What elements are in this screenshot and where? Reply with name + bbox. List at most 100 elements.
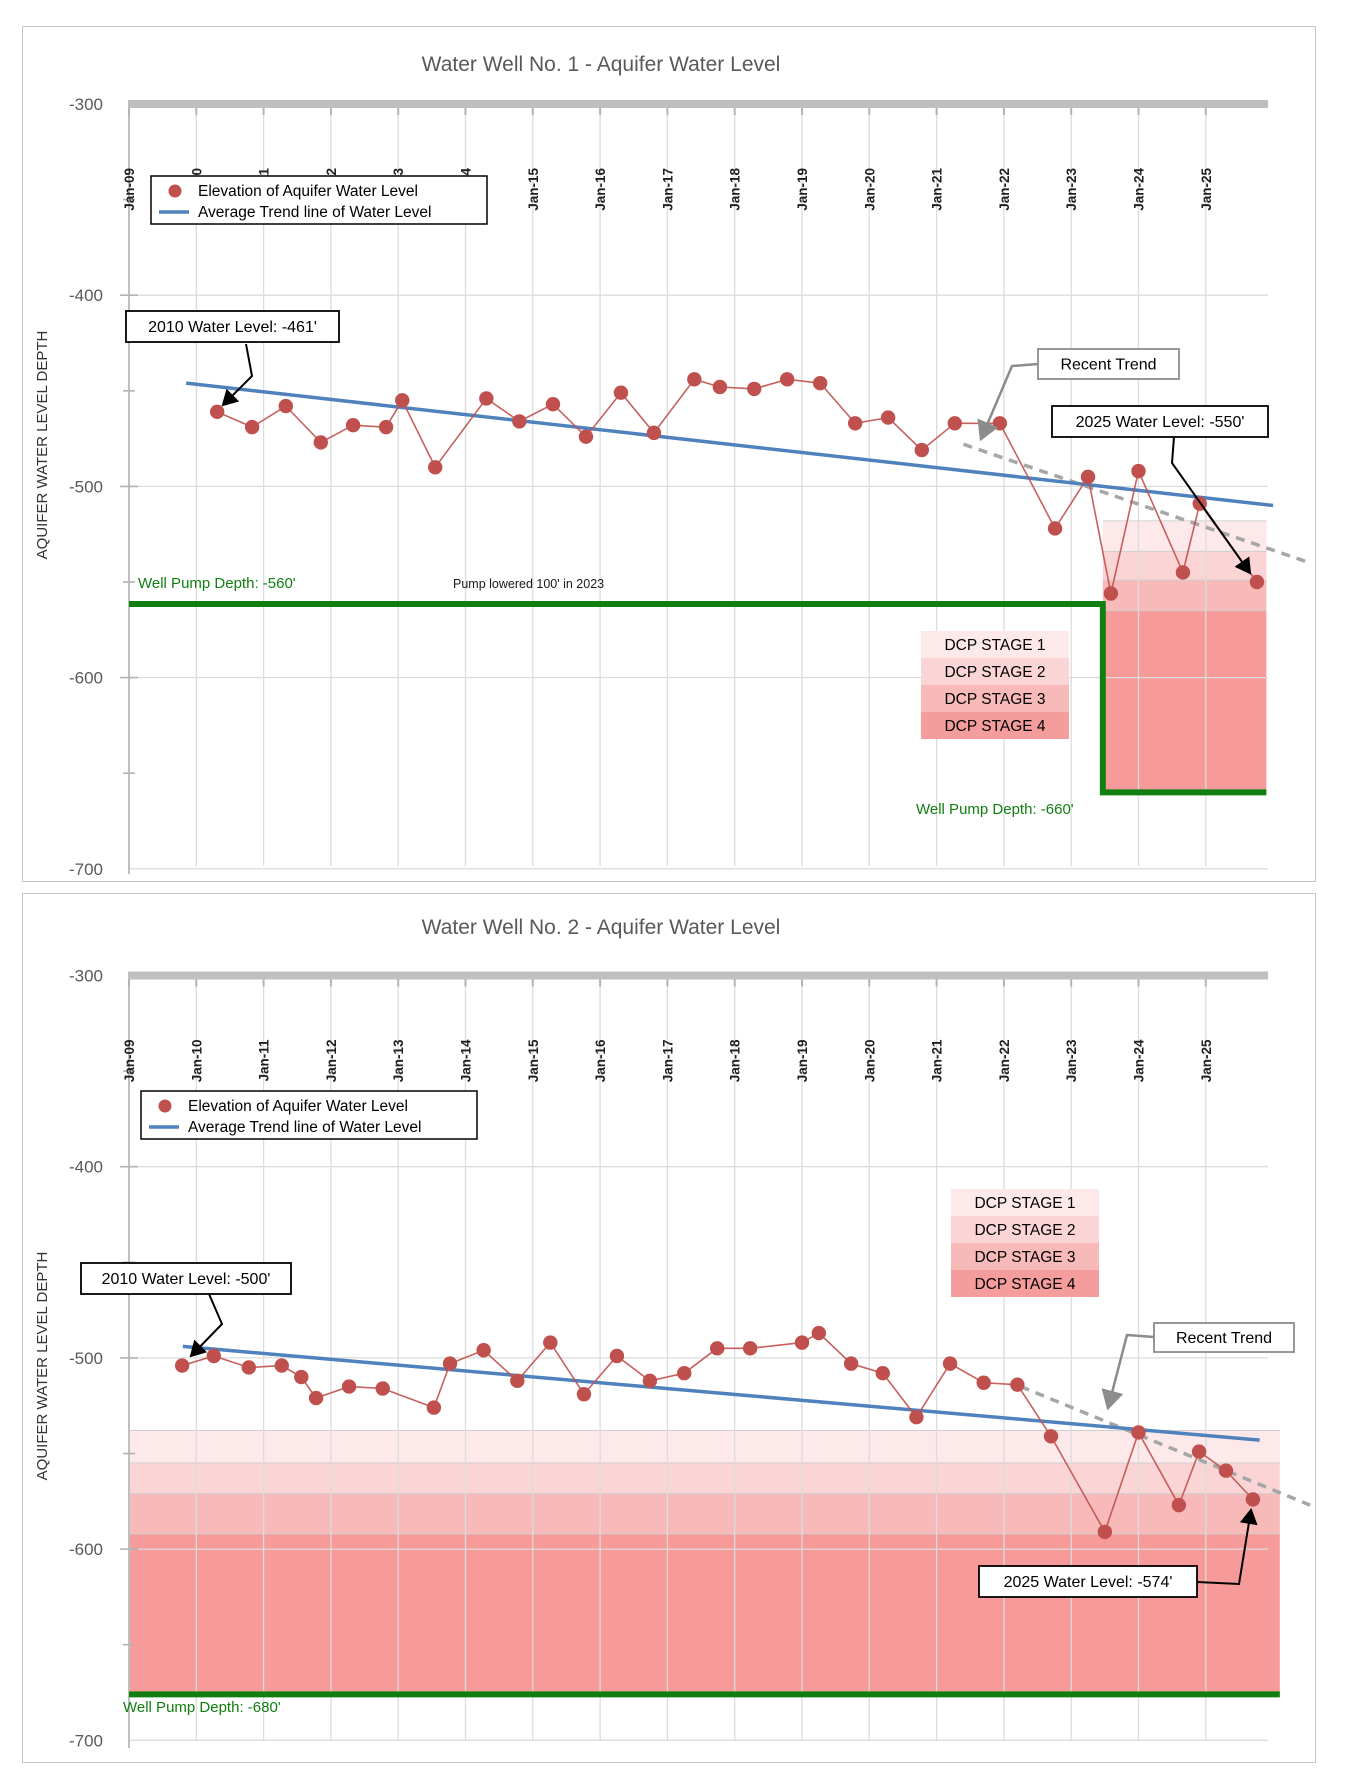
annotation-text: 2025 Water Level: -574' [1004,1574,1173,1591]
data-point [742,1341,758,1356]
dcp-stage-label: DCP STAGE 4 [944,718,1045,735]
x-tick-label: Jan-23 [1064,168,1079,211]
x-tick-label: Jan-22 [997,168,1012,211]
recent-trend-line [962,442,1311,565]
y-tick-label: -400 [69,286,103,305]
annotation-box: 2010 Water Level: -461' [125,310,340,343]
dcp-stage-bands [1102,520,1267,793]
data-point [794,1335,810,1350]
x-tick-label: Jan-17 [660,1040,675,1083]
x-tick-label: Jan-10 [189,1040,204,1083]
data-point [843,1356,859,1371]
y-tick-label: -300 [69,967,103,986]
chart-panel-well-1: -300-400-500-600-700Jan-09Jan-10Jan-11Ja… [22,26,1316,882]
data-point [909,1409,924,1425]
x-tick-label: Jan-15 [526,168,541,211]
x-tick-label: Jan-16 [593,168,608,211]
dcp-stage-label: DCP STAGE 2 [974,1222,1075,1239]
data-point [646,425,662,441]
data-point [947,416,962,431]
x-tick-label: Jan-21 [930,1039,945,1082]
axes [120,971,1268,1748]
x-tick-label: Jan-25 [1199,1039,1214,1082]
data-point [880,410,896,425]
chart-title: Water Well No. 1 - Aquifer Water Level [422,53,781,76]
data-point [613,385,629,400]
dcp-stage-4-band [129,1533,1280,1695]
data-point [479,391,494,406]
water-level-points [174,1325,1261,1540]
annotation-box: 2025 Water Level: -550' [1051,405,1269,438]
x-tick-label: Jan-09 [122,168,137,211]
average-trend-line [186,381,1274,508]
data-point [244,419,260,435]
data-point [1245,1492,1261,1507]
x-tick-label: Jan-20 [862,1040,877,1083]
x-tick-label: Jan-25 [1199,168,1214,211]
x-tick-label: Jan-11 [257,1039,272,1082]
well-pump-depth-line [129,600,1267,796]
data-point [1191,1444,1207,1459]
data-point [812,375,828,391]
pump-depth-label: Well Pump Depth: -660' [916,801,1074,818]
chart-panel-well-2: -300 -400 -500 -600 -700 Jan-09 Jan-10 Jan-11 Ja… [22,893,1316,1763]
data-point [428,460,443,475]
well-1-chart: -300-400-500-600-700Jan-09Jan-10Jan-11Ja… [34,53,1311,879]
data-point [779,372,795,387]
gridlines [128,108,1268,870]
water-level-points [209,372,1265,601]
data-point [747,381,762,397]
annotation-box: Recent Trend [1153,1322,1295,1353]
dcp-stage-label: DCP STAGE 3 [944,691,1045,708]
legend-label: Average Trend line of Water Level [188,1119,422,1136]
legend: Elevation of Aquifer Water Level Average … [150,175,488,225]
y-tick-label: -500 [69,1349,103,1368]
x-tick-label: Jan-17 [660,168,675,211]
data-point [992,416,1008,431]
data-point [875,1365,890,1381]
x-tick-label: Jan-20 [862,168,877,211]
data-point [1047,521,1063,536]
data-point [206,1348,221,1364]
annotation-text: Recent Trend [1060,357,1156,374]
x-tick-label: Jan-18 [728,1039,743,1082]
annotation-text: Recent Trend [1176,1330,1272,1347]
x-tick-label: Jan-19 [795,1040,810,1083]
data-point [976,1375,991,1390]
legend-dot-marker [158,1099,172,1113]
data-point [942,1356,958,1371]
legend-label: Elevation of Aquifer Water Level [198,183,418,200]
top-axis-bar [129,971,1268,980]
dcp-stage-1-band [129,1430,1280,1464]
data-point [1218,1463,1234,1478]
x-tick-label: Jan-12 [324,1040,339,1083]
data-point [687,372,702,387]
top-axis-bar [129,100,1268,108]
data-point [1010,1377,1025,1392]
annotation-leader [977,362,1039,442]
data-point [847,416,863,431]
data-point [1080,469,1096,485]
x-tick-label: Jan-13 [391,1039,406,1082]
dcp-stage-1-band [1102,520,1267,552]
data-point [512,414,527,429]
annotation-text: 2025 Water Level: -550' [1076,414,1245,431]
data-point [1249,574,1265,590]
data-point [1131,463,1146,479]
y-tick-label: -600 [69,669,103,688]
y-tick-label: -400 [69,1158,103,1177]
data-point [345,418,361,433]
data-point [426,1400,442,1415]
data-point [313,435,329,450]
data-point [442,1356,458,1371]
x-tick-label: Jan-16 [593,1039,608,1082]
axes [120,100,1268,874]
x-tick-label: Jan-14 [459,1039,474,1082]
data-point [576,1387,592,1402]
dcp-stage-3-band [1102,580,1267,611]
note-label: Pump lowered 100' in 2023 [453,577,604,591]
x-tick-label: Jan-21 [930,168,945,211]
x-tick-label: Jan-22 [997,1040,1012,1083]
data-point [274,1358,289,1373]
y-tick-label: -700 [69,860,103,879]
